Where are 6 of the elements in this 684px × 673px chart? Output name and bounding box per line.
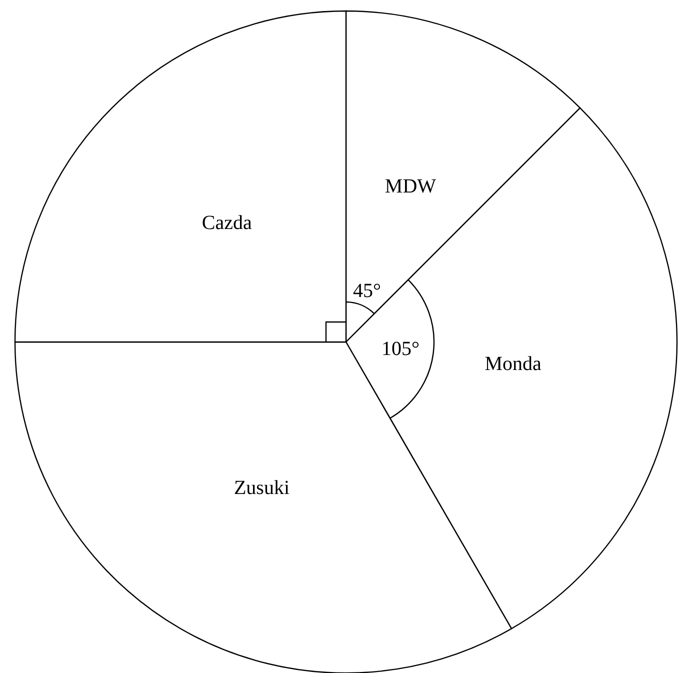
data-label: 45° (353, 280, 382, 302)
slice-label: Zusuki (234, 476, 290, 499)
data-label: 105° (382, 338, 420, 360)
slice-label: MDW (384, 175, 436, 198)
slice-label: Cazda (202, 212, 252, 234)
slice-label: Monda (484, 352, 542, 375)
